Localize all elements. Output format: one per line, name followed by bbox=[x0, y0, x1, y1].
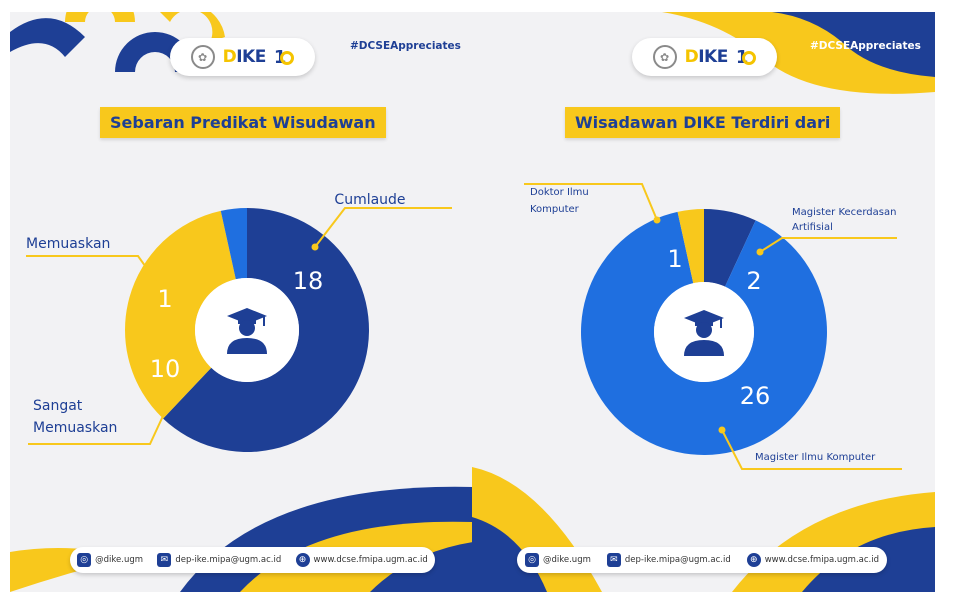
footer-instagram: ◎ @dike.ugm bbox=[77, 553, 143, 567]
instagram-handle: @dike.ugm bbox=[95, 555, 144, 565]
logo-pill: ✿ DIKE 1 bbox=[170, 38, 315, 76]
data-label: 18 bbox=[293, 267, 324, 295]
donut-slice bbox=[124, 210, 236, 419]
category-label: Memuaskan bbox=[26, 236, 110, 252]
website-url: www.dcse.fmipa.ugm.ac.id bbox=[313, 555, 428, 565]
leader-line bbox=[314, 207, 452, 248]
donut-slice bbox=[704, 209, 756, 287]
data-label: 26 bbox=[740, 382, 771, 410]
university-seal-icon: ✿ bbox=[190, 45, 215, 69]
footer-website: ⊕ www.dcse.fmipa.ugm.ac.id bbox=[746, 553, 879, 567]
leader-line bbox=[28, 389, 176, 445]
globe-icon: ⊕ bbox=[746, 553, 761, 567]
infographic-graduate-programs: ✿ DIKE 1 #DCSEAppreciates Wisadawan DIKE… bbox=[472, 12, 935, 592]
category-label: Cumlaude bbox=[334, 192, 405, 208]
donut-slice bbox=[220, 208, 247, 280]
leader-line bbox=[759, 237, 897, 253]
infographic-graduate-predicate: ✿ DIKE 1 #DCSEAppreciates Sebaran Predik… bbox=[10, 12, 473, 592]
chart-title: Wisadawan DIKE Terdiri dari bbox=[565, 107, 841, 138]
leader-dot bbox=[653, 216, 661, 224]
footer-contact-bar: ◎ @dike.ugm ✉ dep-ike.mipa@ugm.ac.id ⊕ w… bbox=[70, 547, 435, 573]
leader-dot bbox=[311, 243, 319, 251]
leader-dot bbox=[154, 280, 162, 288]
mail-icon: ✉ bbox=[157, 553, 172, 567]
footer-website: ⊕ www.dcse.fmipa.ugm.ac.id bbox=[295, 553, 428, 567]
footer-email: ✉ dep-ike.mipa@ugm.ac.id bbox=[606, 553, 731, 567]
hashtag: #DCSEAppreciates bbox=[350, 40, 461, 52]
leader-dot bbox=[718, 426, 726, 434]
university-seal-icon: ✿ bbox=[652, 45, 677, 69]
footer-contact-bar: ◎ @dike.ugm ✉ dep-ike.mipa@ugm.ac.id ⊕ w… bbox=[517, 547, 887, 573]
data-label: 10 bbox=[150, 355, 181, 383]
leader-line bbox=[721, 429, 902, 470]
category-label: Magister Ilmu Komputer bbox=[755, 452, 876, 463]
data-label: 2 bbox=[746, 267, 761, 295]
category-label: Artifisial bbox=[792, 222, 833, 233]
dike-logo: DIKE bbox=[222, 47, 267, 67]
email-address: dep-ike.mipa@ugm.ac.id bbox=[175, 555, 282, 565]
category-label: Magister Kecerdasan bbox=[792, 207, 896, 218]
instagram-icon: ◎ bbox=[77, 553, 92, 567]
leader-dot bbox=[756, 248, 764, 256]
footer-instagram: ◎ @dike.ugm bbox=[525, 553, 591, 567]
chart-title: Sebaran Predikat Wisudawan bbox=[100, 107, 386, 138]
donut-slice bbox=[581, 211, 827, 456]
graduate-icon bbox=[227, 308, 267, 354]
website-url: www.dcse.fmipa.ugm.ac.id bbox=[764, 555, 879, 565]
leader-line bbox=[26, 255, 159, 285]
leader-dot bbox=[171, 386, 179, 394]
donut-chart: 2 Magister Kecerdasan Artifisial 26 Magister… bbox=[524, 183, 902, 470]
dike-logo: DIKE bbox=[684, 47, 729, 67]
category-label: Doktor Ilmu bbox=[530, 187, 589, 198]
anniversary-15-logo: 1 bbox=[274, 47, 295, 68]
leader-line bbox=[524, 183, 658, 221]
email-address: dep-ike.mipa@ugm.ac.id bbox=[624, 555, 731, 565]
data-label: 1 bbox=[667, 245, 682, 273]
category-label: Sangat bbox=[33, 398, 83, 414]
donut-slice bbox=[677, 209, 704, 284]
globe-icon: ⊕ bbox=[295, 553, 310, 567]
instagram-handle: @dike.ugm bbox=[543, 555, 591, 565]
anniversary-15-logo: 1 bbox=[736, 47, 757, 68]
donut-slice bbox=[163, 208, 369, 452]
category-label: Komputer bbox=[530, 204, 580, 215]
logo-pill: ✿ DIKE 1 bbox=[632, 38, 777, 76]
data-label: 1 bbox=[157, 285, 172, 313]
instagram-icon: ◎ bbox=[525, 553, 539, 567]
donut-chart: 18 Cumlaude 10 Sangat Memuaskan 1 Memuaskan bbox=[26, 192, 452, 452]
footer-email: ✉ dep-ike.mipa@ugm.ac.id bbox=[157, 553, 281, 567]
mail-icon: ✉ bbox=[606, 553, 621, 567]
category-label: Memuaskan bbox=[33, 420, 117, 436]
hashtag: #DCSEAppreciates bbox=[810, 40, 921, 52]
graduate-icon bbox=[684, 310, 724, 356]
